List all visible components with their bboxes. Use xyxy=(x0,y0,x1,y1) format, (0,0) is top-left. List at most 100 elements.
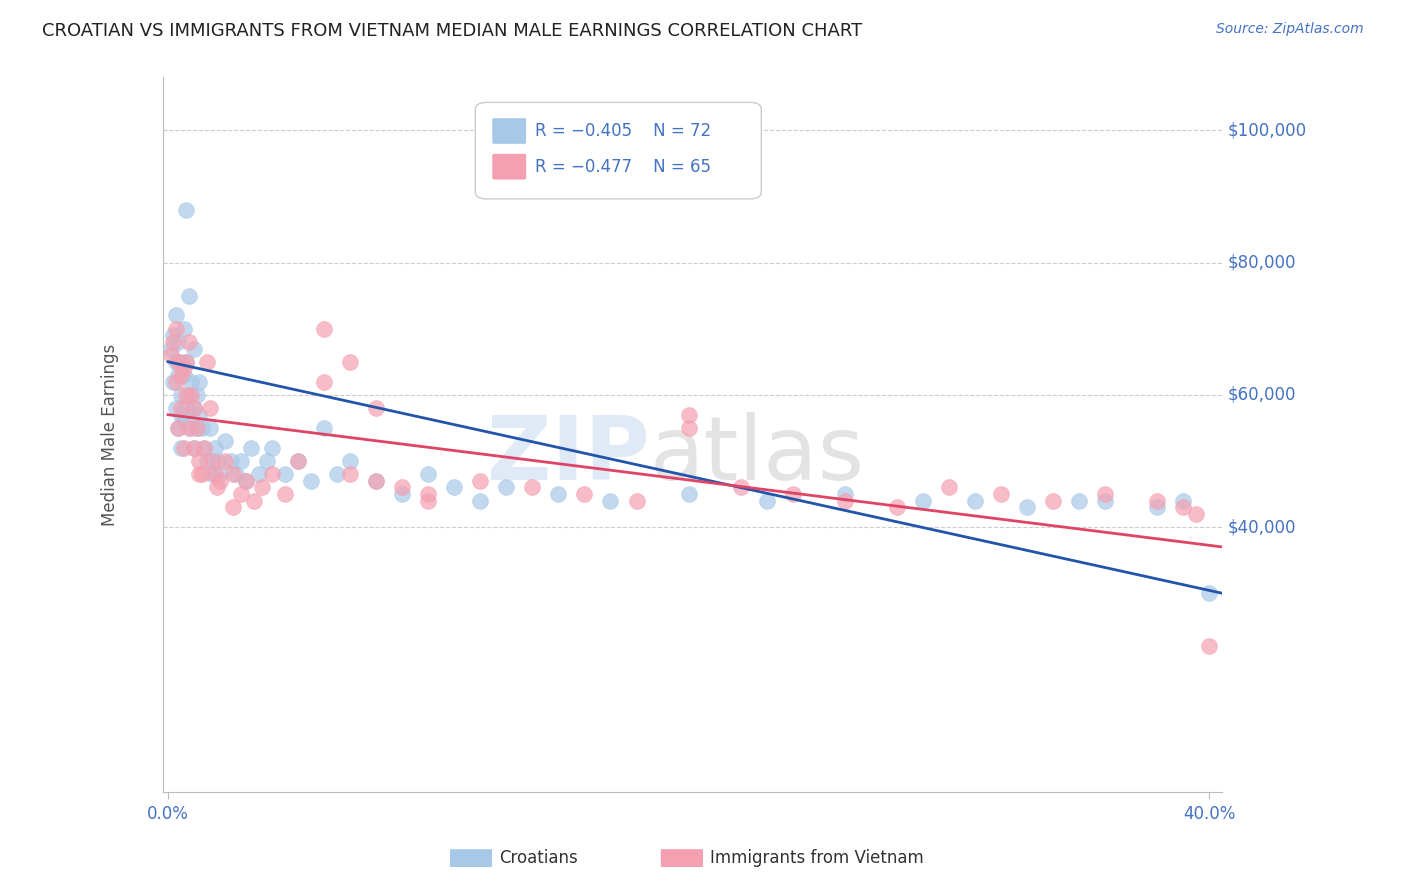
Point xyxy=(186,421,208,435)
Point xyxy=(173,414,195,428)
Point xyxy=(183,441,205,455)
Point xyxy=(198,401,221,415)
Point xyxy=(195,454,218,468)
Point xyxy=(173,361,195,376)
Point xyxy=(186,421,208,435)
Point xyxy=(173,368,195,382)
Point xyxy=(470,493,492,508)
Point xyxy=(183,401,205,415)
Point xyxy=(834,493,856,508)
Point xyxy=(222,467,245,482)
Point xyxy=(204,441,226,455)
Point xyxy=(162,328,184,343)
Point xyxy=(574,487,596,501)
Point xyxy=(201,467,224,482)
Text: Median Male Earnings: Median Male Earnings xyxy=(101,343,120,525)
Point xyxy=(170,388,193,402)
Point xyxy=(180,388,202,402)
Text: Immigrants from Vietnam: Immigrants from Vietnam xyxy=(710,849,924,867)
Point xyxy=(274,487,297,501)
Point xyxy=(191,467,214,482)
Point xyxy=(177,334,200,349)
Point xyxy=(170,401,193,415)
Text: R = −0.405    N = 72: R = −0.405 N = 72 xyxy=(534,122,711,140)
Point xyxy=(443,480,465,494)
Point xyxy=(366,474,388,488)
Point xyxy=(188,375,211,389)
Text: $100,000: $100,000 xyxy=(1227,121,1306,139)
Point xyxy=(235,474,257,488)
Point xyxy=(1198,586,1220,600)
Point xyxy=(418,487,440,501)
Point xyxy=(170,355,193,369)
Point xyxy=(678,421,700,435)
Point xyxy=(177,288,200,302)
Point xyxy=(782,487,804,501)
Text: $40,000: $40,000 xyxy=(1227,518,1296,536)
Point xyxy=(174,202,197,217)
Point xyxy=(262,441,284,455)
Point xyxy=(1015,500,1038,515)
Point xyxy=(314,322,336,336)
Point xyxy=(470,474,492,488)
Point xyxy=(186,388,208,402)
Point xyxy=(938,480,960,494)
Point xyxy=(287,454,309,468)
Point xyxy=(391,480,413,494)
Text: CROATIAN VS IMMIGRANTS FROM VIETNAM MEDIAN MALE EARNINGS CORRELATION CHART: CROATIAN VS IMMIGRANTS FROM VIETNAM MEDI… xyxy=(42,22,862,40)
Point xyxy=(183,401,205,415)
Point xyxy=(229,487,252,501)
Point xyxy=(174,355,197,369)
Point xyxy=(339,355,361,369)
Point xyxy=(177,388,200,402)
Point xyxy=(167,368,190,382)
Point xyxy=(1146,493,1168,508)
Point xyxy=(730,480,752,494)
Point xyxy=(214,454,236,468)
Point xyxy=(183,441,205,455)
Point xyxy=(165,401,187,415)
Point xyxy=(366,474,388,488)
Point xyxy=(299,474,322,488)
Point xyxy=(201,454,224,468)
Point xyxy=(180,421,202,435)
Text: Source: ZipAtlas.com: Source: ZipAtlas.com xyxy=(1216,22,1364,37)
Point xyxy=(193,441,215,455)
Point xyxy=(173,322,195,336)
Point xyxy=(418,493,440,508)
Point xyxy=(167,334,190,349)
Point xyxy=(167,421,190,435)
Point xyxy=(214,434,236,449)
Point xyxy=(183,342,205,356)
Point xyxy=(174,388,197,402)
Point xyxy=(159,342,181,356)
Point xyxy=(626,493,648,508)
Point xyxy=(188,408,211,422)
Point xyxy=(911,493,934,508)
Point xyxy=(274,467,297,482)
Point xyxy=(188,454,211,468)
Point xyxy=(678,408,700,422)
Point xyxy=(391,487,413,501)
Point xyxy=(314,375,336,389)
Point xyxy=(173,441,195,455)
Point xyxy=(167,421,190,435)
Point xyxy=(162,375,184,389)
Point xyxy=(1094,493,1116,508)
Point xyxy=(1198,639,1220,653)
Point xyxy=(547,487,569,501)
Point xyxy=(495,480,517,494)
Point xyxy=(191,421,214,435)
Text: R = −0.477    N = 65: R = −0.477 N = 65 xyxy=(534,158,710,176)
Point xyxy=(339,467,361,482)
Point xyxy=(1185,507,1208,521)
Point xyxy=(834,487,856,501)
Point xyxy=(225,467,247,482)
FancyBboxPatch shape xyxy=(492,153,526,179)
Point xyxy=(250,480,273,494)
Point xyxy=(188,467,211,482)
Point xyxy=(198,421,221,435)
Point xyxy=(222,500,245,515)
Point xyxy=(165,375,187,389)
Point xyxy=(1146,500,1168,515)
